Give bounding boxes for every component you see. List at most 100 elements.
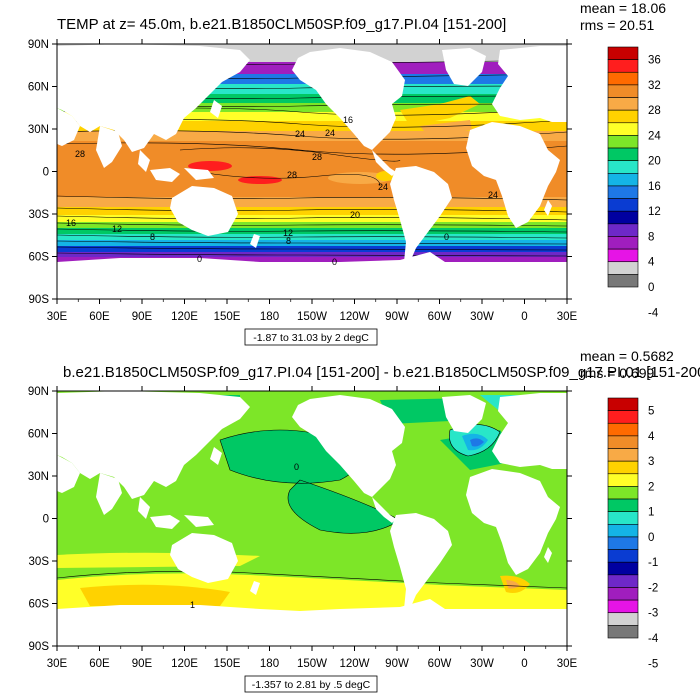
colorbar-swatch <box>607 536 639 550</box>
colorbar-swatch <box>607 612 639 626</box>
contour-label: 24 <box>325 128 335 138</box>
lat-tick-label: 60N <box>28 429 49 441</box>
lon-tick-label: 120E <box>171 658 198 670</box>
colorbar-label: 4 <box>648 257 655 269</box>
lat-tick-label: 90S <box>29 294 50 306</box>
lat-tick-label: 60S <box>29 252 50 264</box>
colorbar-swatch <box>607 122 639 136</box>
lon-tick-label: 90E <box>132 311 153 323</box>
mean-stat: mean = 18.06 <box>580 0 666 16</box>
lon-tick-label: 30E <box>47 311 68 323</box>
colorbar-swatch <box>607 223 639 237</box>
lat-tick-label: 0 <box>43 514 49 526</box>
lon-tick-label: 150W <box>297 658 327 670</box>
colorbar-swatch <box>607 135 639 149</box>
colorbar-swatch <box>607 574 639 588</box>
colorbar-label: 1 <box>648 507 654 519</box>
colorbar-swatch <box>607 473 639 487</box>
colorbar-swatch <box>607 274 639 288</box>
contour-label: 0 <box>444 232 449 242</box>
colorbar-swatch <box>607 410 639 424</box>
colorbar-swatch <box>607 511 639 525</box>
colorbar-swatch <box>607 422 639 437</box>
contour-label: 24 <box>295 129 305 139</box>
colorbar-swatch <box>607 448 639 462</box>
panel-title: TEMP at z= 45.0m, b.e21.B1850CLM50SP.f09… <box>57 16 506 33</box>
colorbar-swatch <box>607 198 639 212</box>
colorbar-swatch <box>607 236 639 250</box>
colorbar-label: 28 <box>648 105 661 117</box>
colorbar-label: -4 <box>648 633 659 645</box>
colorbar-swatch <box>607 261 639 275</box>
colorbar-swatch <box>607 248 639 263</box>
contour-label: 20 <box>350 210 360 220</box>
colorbar-swatch <box>607 599 639 614</box>
colorbar-swatch <box>607 498 639 512</box>
colorbar-swatch <box>607 486 639 500</box>
colorbar-swatch <box>607 46 639 60</box>
colorbar-label: 20 <box>648 156 661 168</box>
lon-tick-label: 60E <box>89 311 110 323</box>
contour-info-box <box>244 328 378 346</box>
colorbar-swatch <box>607 160 639 174</box>
contour-label: 24 <box>378 182 388 192</box>
lon-tick-label: 150E <box>214 658 241 670</box>
rms-stat: rms = 0.699 <box>580 365 655 381</box>
colorbar-label: 32 <box>648 80 661 92</box>
colorbar: 5 4 3 2 1 0 -1 -2 -3 -4 -5 <box>607 397 659 670</box>
mean-stat: mean = 0.5682 <box>580 348 674 364</box>
panel-title: b.e21.B1850CLM50SP.f09_g17.PI.04 [151-20… <box>63 364 700 381</box>
contour-label: 28 <box>287 170 297 180</box>
lon-tick-label: 180 <box>260 311 279 323</box>
lat-tick-label: 60S <box>29 599 50 611</box>
colorbar-label: 4 <box>648 431 655 443</box>
lon-tick-label: 150E <box>214 311 241 323</box>
rms-stat: rms = 20.51 <box>580 17 655 33</box>
colorbar-label: -2 <box>648 582 658 594</box>
colorbar-label: 0 <box>648 282 654 294</box>
colorbar-swatch <box>607 524 639 538</box>
contour-label: 16 <box>343 115 353 125</box>
contour-label: 12 <box>112 224 122 234</box>
contour-info-box <box>244 675 378 693</box>
contour-labels: 0 1 <box>190 462 299 610</box>
contour-label: 0 <box>294 462 299 472</box>
colorbar-swatch <box>607 109 639 124</box>
contour-label: 16 <box>66 218 76 228</box>
colorbar-swatch <box>607 210 639 225</box>
colorbar-label: 2 <box>648 481 654 493</box>
colorbar-label: 3 <box>648 456 654 468</box>
lon-tick-label: 120W <box>339 658 369 670</box>
lat-tick-label: 90S <box>29 641 50 653</box>
lat-tick-label: 30N <box>28 471 49 483</box>
lon-tick-label: 120W <box>339 311 369 323</box>
colorbar-label: 24 <box>648 130 661 142</box>
lat-tick-label: 90N <box>28 39 49 51</box>
colorbar-swatch <box>607 561 639 576</box>
contour-label: 1 <box>190 600 195 610</box>
lon-tick-label: 30W <box>470 311 494 323</box>
colorbar-swatch <box>607 185 639 199</box>
colorbar-swatch <box>607 97 639 111</box>
panel-absolute-temperature: TEMP at z= 45.0m, b.e21.B1850CLM50SP.f09… <box>28 0 666 346</box>
contour-info-text: -1.87 to 31.03 by 2 degC <box>253 332 369 344</box>
colorbar-swatch <box>607 625 639 639</box>
lon-tick-label: 60W <box>428 658 452 670</box>
lon-tick-label: 90W <box>385 658 409 670</box>
lon-tick-label: 60E <box>89 658 110 670</box>
contour-label: 8 <box>286 236 291 246</box>
panel-difference: b.e21.B1850CLM50SP.f09_g17.PI.04 [151-20… <box>28 348 700 693</box>
colorbar-label: 12 <box>648 206 661 218</box>
lat-tick-label: 30S <box>29 209 50 221</box>
colorbar-label: 8 <box>648 231 654 243</box>
colorbar: 36 32 28 24 20 16 12 8 4 0 -4 <box>607 46 661 319</box>
lon-tick-label: 180 <box>260 658 279 670</box>
colorbar-label: -1 <box>648 557 658 569</box>
lon-tick-label: 30E <box>47 658 68 670</box>
colorbar-swatch <box>607 84 639 98</box>
colorbar-label: 5 <box>648 406 654 418</box>
colorbar-swatch <box>607 435 639 449</box>
colorbar-swatch <box>607 460 639 475</box>
colorbar-swatch <box>607 59 639 73</box>
